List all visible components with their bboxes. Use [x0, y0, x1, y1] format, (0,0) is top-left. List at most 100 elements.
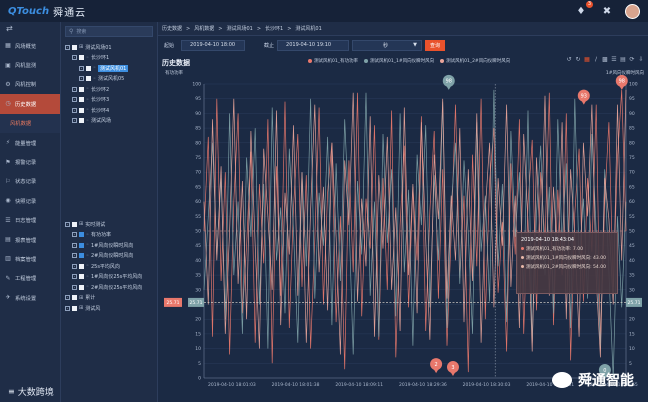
sidebar-item[interactable]: ✎ 工程管理 [0, 269, 60, 288]
sidebar-item[interactable]: ◷ 历史数据 [0, 94, 60, 114]
fullscreen-icon[interactable]: ✖ [602, 5, 612, 17]
tree-node[interactable]: - ◦ 1#风向仪瞬时风向 [61, 240, 159, 251]
tree-checkbox[interactable] [79, 107, 84, 113]
tree-checkbox[interactable] [79, 284, 84, 290]
expand-toggle-icon[interactable]: - [72, 284, 77, 290]
tree-checkbox[interactable] [79, 274, 84, 280]
sidebar-item[interactable]: ⚐ 状态记录 [0, 172, 60, 191]
expand-toggle-icon[interactable]: - [65, 295, 70, 301]
restore-icon[interactable]: ↻ [575, 56, 581, 63]
sidebar-item[interactable]: ⚡ 能量管理 [0, 133, 60, 152]
sidebar-toggle-icon[interactable]: ⇄ [6, 24, 13, 33]
tree-node[interactable]: - ◦ 测试风场 [61, 116, 157, 127]
expand-toggle-icon[interactable]: - [72, 242, 77, 248]
breadcrumb-item[interactable]: 测试风场01 [226, 26, 253, 32]
tree-search-input[interactable]: ⚲ 搜索 [65, 26, 153, 37]
tree-node[interactable]: - ◦ 测试风机01 [61, 63, 157, 74]
sidebar-item[interactable]: ▦ 风场概览 [0, 36, 60, 55]
line-chart-icon[interactable]: ∕ [594, 56, 598, 63]
marker-pin: 98 [442, 74, 455, 90]
tree-checkbox[interactable] [79, 55, 84, 61]
expand-toggle-icon[interactable]: - [65, 44, 70, 50]
breadcrumb-item[interactable]: 测试风机01 [295, 26, 322, 32]
expand-toggle-icon[interactable]: - [72, 107, 77, 113]
refresh-icon[interactable]: ⟳ [629, 56, 635, 63]
breadcrumb-item[interactable]: 历史数据 [162, 26, 183, 32]
legend-item[interactable]: 测试风机01_有功功率 [308, 58, 358, 64]
sidebar-item[interactable]: ▣ 风机监测 [0, 55, 60, 74]
expand-toggle-icon[interactable]: - [72, 232, 77, 238]
y-tick-label-left: 85 [195, 126, 201, 132]
tree-checkbox[interactable] [79, 253, 84, 259]
y-tick-label-left: 90 [195, 111, 201, 117]
expand-toggle-icon[interactable]: - [72, 86, 77, 92]
tree-checkbox[interactable] [79, 232, 84, 238]
sidebar-item[interactable]: ▤ 报表管理 [0, 230, 60, 249]
tree-node[interactable]: - ⊞ 实时测试 [61, 219, 159, 230]
tree-checkbox[interactable] [79, 263, 84, 269]
tree-node[interactable]: - ◦ 长沙环2 [61, 84, 157, 95]
sidebar-item[interactable]: ◉ 快照记录 [0, 191, 60, 210]
end-time-input[interactable]: 2019-04-10 19:10 [277, 39, 350, 51]
avatar[interactable] [625, 3, 640, 19]
tree-node[interactable]: - ⊞ 测试风 [61, 303, 159, 314]
tree-node[interactable]: - ◦ 2#风向仪25s平均风向 [61, 282, 159, 293]
expand-toggle-icon[interactable]: - [72, 118, 77, 124]
tree-node[interactable]: - ◦ 25s平均风向 [61, 261, 159, 272]
tree-checkbox[interactable] [79, 118, 84, 124]
expand-toggle-icon[interactable]: - [65, 221, 70, 227]
tree-checkbox[interactable] [79, 86, 84, 92]
start-time-input[interactable]: 2019-04-10 18:00 [181, 39, 246, 51]
tree-checkbox[interactable] [72, 221, 77, 227]
download-icon[interactable]: ⇩ [638, 56, 644, 63]
expand-toggle-icon[interactable]: - [72, 274, 77, 280]
legend-item[interactable]: 测试风机01_1#风向仪瞬时风向 [363, 58, 434, 64]
tree-checkbox[interactable] [79, 242, 84, 248]
breadcrumb-item[interactable]: 风机数据 [194, 26, 215, 32]
expand-toggle-icon[interactable]: - [72, 55, 77, 61]
tree-node-label: 测试风场 [90, 118, 111, 125]
expand-toggle-icon[interactable]: - [79, 76, 84, 82]
expand-toggle-icon[interactable]: - [72, 97, 77, 103]
tree-node[interactable]: - ◦ 1#风向仪25s平均风向 [61, 272, 159, 283]
bar-chart-icon[interactable]: ▩ [602, 56, 608, 63]
sidebar-item[interactable]: ☰ 日志管理 [0, 211, 60, 230]
tree-checkbox[interactable] [86, 65, 91, 71]
tree-checkbox[interactable] [72, 44, 77, 50]
data-view-icon[interactable]: ▤ [620, 56, 626, 63]
tree-checkbox[interactable] [86, 76, 91, 82]
tree-node[interactable]: - ◦ 有功功率 [61, 230, 159, 241]
expand-toggle-icon[interactable]: - [72, 253, 77, 259]
sidebar-item[interactable]: ✈ 系统设置 [0, 288, 60, 307]
history-line-chart[interactable]: 0055101015152020252530303535404045455050… [158, 22, 648, 402]
sidebar-item[interactable]: ▥ 档案管理 [0, 249, 60, 268]
tree-checkbox[interactable] [72, 295, 77, 301]
y-tick-label-right: 30 [629, 287, 635, 293]
tree-node[interactable]: - ◦ 2#风向仪瞬时风向 [61, 251, 159, 262]
app-logo[interactable]: QTouch 舜通云 [0, 4, 160, 19]
tree-node[interactable]: - ◦ 测试风机05 [61, 74, 157, 85]
query-button[interactable]: 查询 [425, 39, 446, 51]
tree-checkbox[interactable] [79, 97, 84, 103]
bell-icon[interactable]: ♦ 3 [576, 1, 593, 17]
tree-node[interactable]: - ◦ 长沙环4 [61, 105, 157, 116]
tree-checkbox[interactable] [72, 305, 77, 311]
expand-toggle-icon[interactable]: - [65, 305, 70, 311]
zoom-icon[interactable]: ↺ [566, 56, 572, 63]
tree-node[interactable]: - ⊞ 测试风场01 [61, 42, 157, 53]
y-tick-label-left: 100 [192, 82, 201, 88]
marker-pin-label: 2 [435, 362, 438, 368]
unit-select[interactable]: 秒 ▼ [352, 39, 423, 51]
tree-node[interactable]: - ⊞ 累计 [61, 293, 159, 304]
sidebar-item[interactable]: 风机数据 [0, 113, 60, 133]
sidebar-item[interactable]: ⚑ 报警记录 [0, 152, 60, 171]
sidebar-item[interactable]: ⚙ 风机控制 [0, 75, 60, 94]
stack-icon[interactable]: ☰ [611, 56, 617, 63]
tree-node[interactable]: - ◦ 长沙环3 [61, 95, 157, 106]
area-zoom-icon[interactable]: ▦ [584, 56, 590, 63]
expand-toggle-icon[interactable]: - [72, 263, 77, 269]
breadcrumb-item[interactable]: 长沙环1 [265, 26, 284, 32]
tree-node[interactable]: - ◦ 长沙环1 [61, 53, 157, 64]
legend-item[interactable]: 测试风机01_2#风向仪瞬时风向 [440, 58, 510, 64]
expand-toggle-icon[interactable]: - [79, 65, 84, 71]
